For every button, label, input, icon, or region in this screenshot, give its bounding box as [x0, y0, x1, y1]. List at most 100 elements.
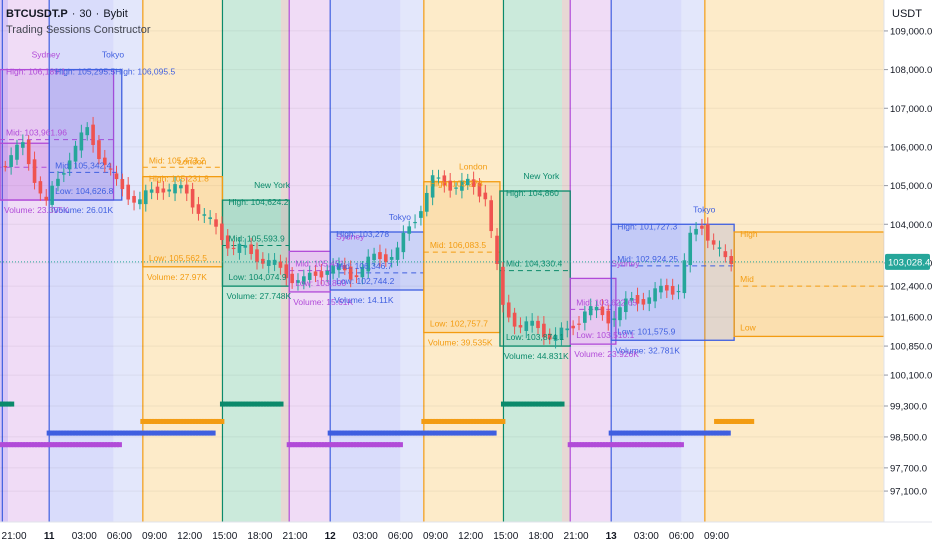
candle-body [354, 275, 359, 278]
session-dot [611, 430, 617, 436]
session-dot [640, 442, 646, 448]
session-dot [544, 401, 550, 407]
time-tick-label: 06:00 [388, 531, 413, 542]
session-dot [539, 401, 545, 407]
candle-body [454, 187, 458, 189]
price-axis[interactable]: 109,000.0 108,000.0 107,000.0 106,000.0 105,… [883, 0, 932, 550]
candle-body [302, 276, 306, 285]
candle-body [383, 254, 388, 263]
session-dot [52, 442, 58, 448]
session-dot [392, 430, 398, 436]
session-dot [400, 430, 406, 436]
candle-body [641, 299, 646, 305]
session-name-label: Tokyo [693, 204, 715, 214]
session-dot [178, 418, 184, 424]
session-dot [681, 430, 687, 436]
session-dot [474, 430, 480, 436]
session-dot [64, 430, 70, 436]
candle-body [184, 184, 189, 194]
session-mid-label: Mid: 105,342.4 [55, 160, 112, 170]
session-name-label: New York [523, 171, 560, 181]
session-dot [32, 442, 38, 448]
candle-body [430, 175, 435, 198]
session-dot [330, 442, 336, 448]
candle-body [220, 223, 224, 241]
session-dot [652, 442, 658, 448]
candlesticks [3, 116, 734, 349]
session-dot [154, 418, 160, 424]
session-dot [330, 430, 336, 436]
candle-body [530, 320, 534, 326]
session-dot [368, 442, 374, 448]
symbol-line[interactable]: BTCUSDT.P · 30 · Bybit [6, 6, 151, 22]
candle-body [138, 199, 142, 205]
indicator-name[interactable]: Trading Sessions Constructor [6, 24, 151, 36]
session-dot [380, 442, 386, 448]
session-box [329, 231, 425, 291]
session-dot [632, 430, 638, 436]
session-dot [160, 430, 166, 436]
currency-label[interactable]: USDT [892, 8, 922, 20]
time-axis[interactable]: 21:00 11 03:00 06:00 09:00 12:00 15:00 18:00 21:… [0, 521, 932, 550]
candle-body [424, 192, 429, 212]
session-dot [397, 442, 403, 448]
session-dot [5, 442, 11, 448]
candle-body [21, 142, 25, 148]
candle-body [606, 310, 611, 324]
session-dot [395, 442, 401, 448]
session-dot [49, 442, 55, 448]
session-dot [374, 442, 380, 448]
session-dot [377, 442, 383, 448]
session-dot [476, 430, 482, 436]
session-dot [433, 430, 439, 436]
session-dot [497, 418, 503, 424]
session-band [570, 0, 612, 522]
time-tick-label: 18:00 [528, 531, 553, 542]
symbol-name[interactable]: BTCUSDT.P [6, 8, 68, 20]
session-volume-label: Volume: 39.535K [428, 338, 493, 348]
candle-body [700, 225, 704, 229]
session-dot [476, 418, 482, 424]
session-band [503, 0, 563, 522]
candle-body [225, 235, 230, 249]
session-dot [327, 430, 333, 436]
candle-body [688, 232, 693, 266]
session-dot [421, 430, 427, 436]
session-dot [246, 401, 252, 407]
session-dot [249, 401, 255, 407]
candle-body [588, 306, 593, 316]
session-dot [342, 442, 348, 448]
session-high-label: High: 105,231.8 [149, 174, 209, 184]
candle-body [524, 321, 529, 331]
session-dot [740, 418, 746, 424]
candle-body [629, 298, 634, 301]
session-dot [64, 442, 70, 448]
session-dot [637, 442, 643, 448]
price-tick-label: 102,400.0 [890, 282, 932, 293]
session-dot [195, 418, 201, 424]
session-dot [23, 442, 29, 448]
session-dot [313, 442, 319, 448]
session-dot [125, 430, 131, 436]
session-dot [207, 418, 213, 424]
candle-body [231, 247, 236, 250]
session-dot [149, 430, 155, 436]
candle-body [501, 266, 505, 305]
session-mid-label: Mid: 104,330.4 [506, 259, 563, 269]
session-dot [611, 442, 617, 448]
session-dot [500, 401, 506, 407]
interval-label[interactable]: 30 [79, 8, 92, 20]
session-dot [272, 401, 278, 407]
session-dot [643, 442, 649, 448]
session-dot [193, 418, 199, 424]
session-dot [93, 430, 99, 436]
candle-body [155, 186, 160, 194]
session-dot [471, 430, 477, 436]
session-band [562, 0, 571, 522]
candle-body [202, 214, 207, 216]
session-dot [195, 430, 201, 436]
session-high-label: High: 104,624.2 [228, 197, 288, 207]
session-dot [722, 418, 728, 424]
session-dot [485, 418, 491, 424]
